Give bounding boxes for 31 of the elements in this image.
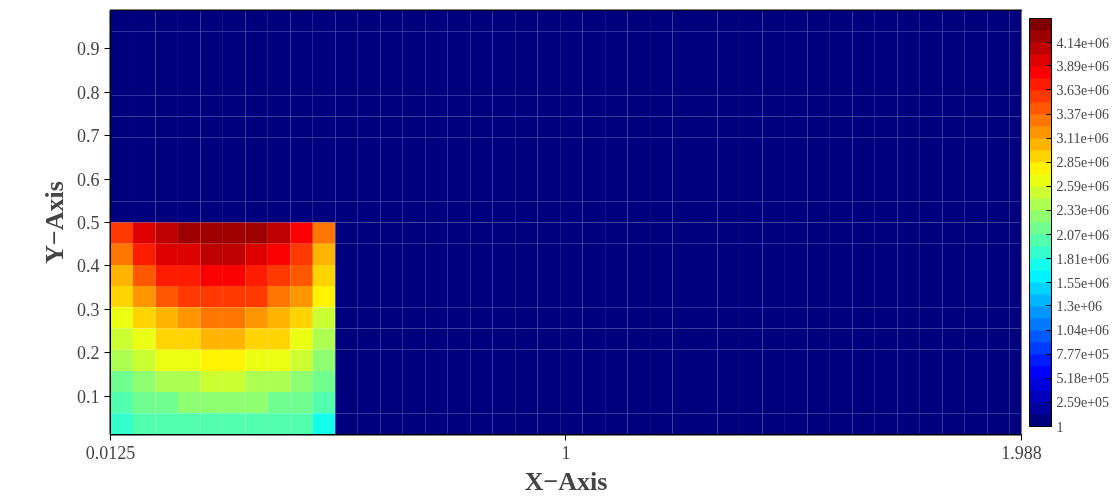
y-tick-label: 0.6 <box>77 169 100 190</box>
color-bar-label: 3.37e+06 <box>1056 107 1110 123</box>
x-axis-title: X−Axis <box>524 466 608 496</box>
y-tick-label: 0.1 <box>77 386 100 407</box>
color-bar-label: 7.77e+05 <box>1056 347 1110 363</box>
x-tick-label: 1 <box>561 442 571 463</box>
color-bar-label: 1 <box>1056 419 1064 435</box>
x-tick-label: 0.0125 <box>85 442 136 463</box>
x-tick-label: 1.988 <box>1001 442 1042 463</box>
y-axis-title: Y−Axis <box>40 181 69 264</box>
y-tick-label: 0.5 <box>77 213 100 233</box>
color-bar-label: 1.55e+06 <box>1056 275 1110 291</box>
color-bar-label: 1.81e+06 <box>1056 251 1110 267</box>
color-bar-label: 2.85e+06 <box>1056 155 1110 171</box>
color-bar-label: 3.63e+06 <box>1056 82 1110 98</box>
color-bar-label: 2.07e+06 <box>1056 227 1110 243</box>
y-tick-label: 0.7 <box>77 126 100 147</box>
color-bar-label: 1.3e+06 <box>1056 298 1103 314</box>
y-tick-label: 0.4 <box>77 256 100 277</box>
y-tick-label: 0.8 <box>77 82 100 103</box>
color-bar-label: 2.33e+06 <box>1056 203 1110 219</box>
color-bar-label: 3.11e+06 <box>1056 131 1109 147</box>
color-bar-label: 1.04e+06 <box>1056 323 1110 339</box>
color-bar-label: 2.59e+05 <box>1056 395 1110 411</box>
color-bar-label: 5.18e+05 <box>1056 371 1110 387</box>
color-bar-label: 3.89e+06 <box>1056 58 1110 74</box>
color-bar-label: 2.59e+06 <box>1056 179 1110 195</box>
y-tick-label: 0.9 <box>77 39 100 60</box>
y-tick-label: 0.3 <box>77 299 100 320</box>
y-tick-label: 0.2 <box>77 343 100 364</box>
color-bar-label: 4.14e+06 <box>1056 35 1110 51</box>
